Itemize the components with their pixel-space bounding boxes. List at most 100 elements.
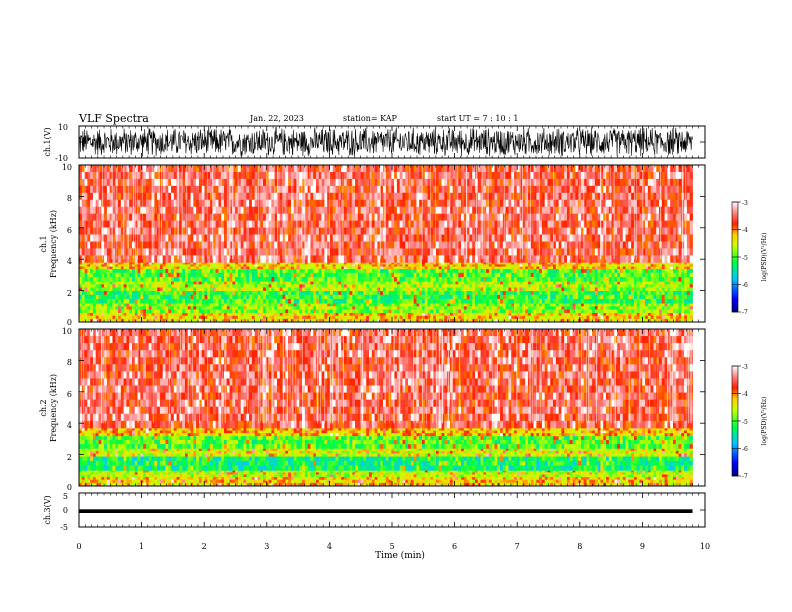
spectrogram-cell — [173, 171, 177, 180]
spectrogram-cell — [143, 309, 147, 313]
spectrogram-cell — [413, 306, 417, 310]
spectrogram-cell — [647, 318, 652, 323]
spectrogram-cell — [580, 306, 585, 310]
spectrogram-cell — [622, 281, 626, 285]
spectrogram-cell — [182, 284, 186, 288]
spectrogram-cell — [268, 298, 272, 304]
spectrogram-cell — [171, 268, 175, 274]
spectrogram-cell — [98, 294, 102, 300]
spectrogram-cell — [224, 309, 228, 313]
spectrogram-cell — [190, 165, 194, 173]
spectrogram-cell — [87, 294, 91, 300]
spectrogram-cell — [491, 287, 495, 291]
spectrogram-cell — [137, 298, 141, 304]
spectrogram-cell — [224, 318, 228, 323]
spectrogram-cell — [224, 199, 228, 208]
spectrogram-cell — [670, 318, 674, 323]
spectrogram-cell — [363, 294, 367, 300]
spectrogram-cell — [394, 309, 398, 313]
spectrogram-cell — [435, 272, 440, 278]
spectrogram-cell — [106, 298, 111, 304]
spectrogram-cell — [137, 268, 141, 274]
spectrogram-cell — [115, 303, 119, 307]
spectrogram-cell — [672, 298, 677, 304]
spectrogram-cell — [430, 318, 434, 323]
spectrogram-cell — [210, 294, 214, 300]
spectrogram-cell — [251, 306, 256, 310]
spectrogram-cell — [678, 276, 682, 282]
spectrogram-cell — [204, 266, 208, 270]
spectrogram-cell — [218, 306, 222, 310]
spectrogram-cell — [458, 281, 462, 285]
spectrogram-cell — [109, 290, 113, 296]
spectrogram-cell — [251, 315, 256, 320]
spectrogram-cell — [246, 309, 250, 313]
spectrogram-cell — [90, 227, 94, 235]
spectrogram-cell — [299, 272, 303, 278]
spectrogram-cell — [92, 276, 97, 282]
spectrogram-cell — [430, 268, 434, 274]
spectrogram-cell — [118, 290, 122, 296]
spectrogram-cell — [254, 276, 258, 282]
spectrogram-cell — [343, 284, 348, 288]
spectrogram-cell — [438, 272, 442, 278]
spectrogram-cell — [561, 303, 565, 307]
spectrogram-cell — [120, 165, 125, 173]
spectrogram-cell — [327, 306, 331, 310]
spectrogram-cell — [274, 303, 278, 307]
spectrogram-cell — [625, 309, 629, 313]
spectrogram-cell — [617, 315, 621, 320]
spectrogram-cell — [162, 255, 166, 263]
spectrogram-cell — [686, 266, 691, 270]
spectrogram-cell — [159, 262, 164, 265]
spectrogram-cell — [366, 268, 370, 274]
spectrogram-cell — [204, 287, 208, 291]
spectrogram-cell — [201, 171, 205, 180]
spectrogram-cell — [341, 306, 345, 310]
spectrogram-cell — [190, 185, 194, 194]
spectrogram-cell — [639, 264, 643, 267]
spectrogram-cell — [79, 171, 83, 180]
spectrogram-cell — [435, 312, 440, 317]
spectrogram-cell — [204, 165, 208, 173]
spectrogram-cell — [402, 312, 406, 317]
spectrogram-cell — [196, 234, 200, 242]
spectrogram-cell — [229, 262, 233, 265]
spectrogram-cell — [296, 284, 300, 288]
spectrogram-cell — [296, 272, 300, 278]
spectrogram-cell — [569, 268, 573, 274]
spectrogram-cell — [642, 290, 646, 296]
spectrogram-cell — [145, 171, 150, 180]
spectrogram-cell — [352, 262, 356, 265]
spectrogram-cell — [329, 276, 334, 282]
spectrogram-cell — [441, 318, 445, 323]
spectrogram-cell — [661, 312, 665, 317]
spectrogram-cell — [681, 281, 685, 285]
spectrogram-cell — [466, 303, 470, 307]
spectrogram-cell — [483, 306, 487, 310]
spectrogram-cell — [98, 255, 102, 263]
spectrogram-cell — [179, 213, 183, 222]
spectrogram-cell — [79, 309, 83, 313]
spectrogram-cell — [101, 264, 105, 267]
spectrogram-cell — [659, 268, 663, 274]
spectrogram-cell — [558, 298, 562, 304]
spectrogram-cell — [427, 312, 431, 317]
spectrogram-cell — [419, 290, 423, 296]
spectrogram-cell — [109, 272, 113, 278]
spectrogram-cell — [260, 264, 264, 267]
spectrogram-cell — [435, 306, 440, 310]
spectrogram-cell — [260, 290, 264, 296]
spectrogram-cell — [338, 264, 342, 267]
spectrogram-cell — [452, 298, 456, 304]
spectrogram-cell — [402, 318, 406, 323]
spectrogram-cell — [522, 262, 526, 265]
spectrogram-cell — [226, 220, 230, 228]
spectrogram-cell — [145, 248, 150, 256]
spectrogram-cell — [435, 298, 440, 304]
spectrogram-cell — [650, 264, 654, 267]
spectrogram-cell — [173, 255, 177, 263]
spectrogram-cell — [140, 266, 144, 270]
spectrogram-cell — [661, 272, 665, 278]
spectrogram-cell — [606, 315, 610, 320]
